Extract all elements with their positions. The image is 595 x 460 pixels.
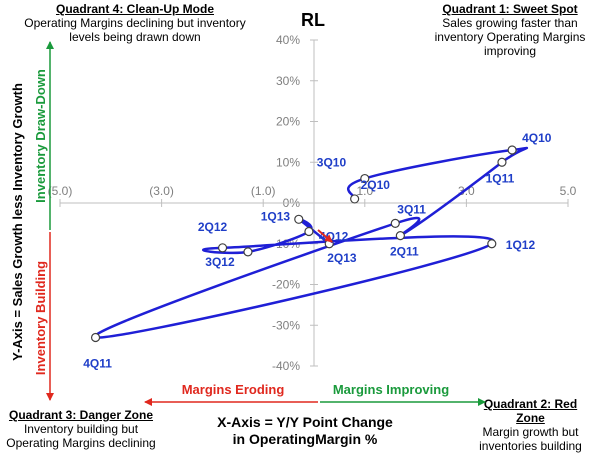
y-tick-label: 30% xyxy=(276,74,300,88)
x-tick-label: 1.0 xyxy=(356,184,373,198)
quadrant-4-title: Quadrant 4: Clean-Up Mode xyxy=(55,2,214,16)
inventory-drawdown-label: Inventory Draw-Down xyxy=(33,69,48,203)
margins-improving-label: Margins Improving xyxy=(333,382,449,397)
x-tick-label: (5.0) xyxy=(48,184,73,198)
latest-point-arrow xyxy=(317,229,333,243)
y-tick-label: 20% xyxy=(276,115,300,129)
data-point-3q11 xyxy=(390,218,400,228)
quadrant-4-block: Quadrant 4: Clean-Up Mode Operating Marg… xyxy=(5,2,265,44)
y-axis-title: Y-Axis = Sales Growth less Inventory Gro… xyxy=(10,83,25,361)
y-tick-label: -40% xyxy=(272,359,300,373)
quadrant-3-block: Quadrant 3: Danger Zone Inventory buildi… xyxy=(2,408,160,450)
data-label-2q12: 2Q12 xyxy=(198,220,228,234)
quadrant-2-title: Quadrant 2: Red Zone xyxy=(483,397,578,425)
quadrant-3-title: Quadrant 3: Danger Zone xyxy=(8,408,154,422)
data-label-3q10: 3Q10 xyxy=(317,156,347,170)
data-label-2q11: 2Q11 xyxy=(390,245,419,259)
x-tick-label: 3.0 xyxy=(458,184,475,198)
y-tick-label: -20% xyxy=(272,278,300,292)
data-point-2q11 xyxy=(395,231,405,241)
x-tick-label: (1.0) xyxy=(251,184,276,198)
data-point-2q12 xyxy=(217,243,228,253)
quadrant-2-desc-line-1: Margin growth but xyxy=(482,425,579,439)
quadrant-3-desc-line-2: Operating Margins declining xyxy=(6,436,156,450)
quadrant-2-desc-line-2: inventories building xyxy=(479,439,582,453)
margins-eroding-label: Margins Eroding xyxy=(182,382,285,397)
data-label-4q10: 4Q10 xyxy=(522,131,552,145)
quadrant-1-desc-line-2: inventory Operating Margins xyxy=(434,30,586,44)
quadrant-4-desc-line-2: levels being drawn down xyxy=(69,30,201,44)
x-tick-label: (3.0) xyxy=(149,184,174,198)
data-label-3q11: 3Q11 xyxy=(397,202,426,216)
data-label-1q11: 1Q11 xyxy=(486,171,515,185)
quadrant-4-desc-line-1: Operating Margins declining but inventor… xyxy=(24,16,246,30)
data-label-2q10: 2Q10 xyxy=(361,178,391,192)
quadrant-3-desc-line-1: Inventory building but xyxy=(23,422,139,436)
y-tick-label: -30% xyxy=(272,318,300,332)
data-label-1q13: 1Q13 xyxy=(261,209,291,223)
quadrant-1-desc-line-3: improving xyxy=(483,44,537,58)
series-line xyxy=(93,146,528,339)
quadrant-1-title: Quadrant 1: Sweet Spot xyxy=(442,2,578,16)
data-point-3q12 xyxy=(243,247,253,257)
inventory-building-label: Inventory Building xyxy=(33,261,48,375)
data-point-1q13 xyxy=(294,214,304,224)
x-axis-title: X-Axis = Y/Y Point Change in OperatingMa… xyxy=(217,414,393,447)
data-label-3q12: 3Q12 xyxy=(205,255,235,269)
data-label-1q12: 1Q12 xyxy=(506,238,536,252)
data-label-4q12: 4Q12 xyxy=(319,230,349,244)
chart-title: RL xyxy=(301,10,325,30)
data-point-3q10 xyxy=(360,173,370,184)
data-point-2q10 xyxy=(350,194,360,204)
data-label-4q11: 4Q11 xyxy=(83,356,112,370)
quadrant-1-desc-line-1: Sales growing faster than xyxy=(442,16,578,30)
data-point-4q11 xyxy=(90,332,101,343)
data-point-4q12 xyxy=(304,226,314,237)
data-point-4q10 xyxy=(507,145,517,155)
y-tick-label: 10% xyxy=(276,155,300,169)
y-tick-label: 40% xyxy=(276,33,300,47)
x-tick-label: 5.0 xyxy=(560,184,577,198)
data-label-2q13: 2Q13 xyxy=(327,251,357,265)
data-point-1q11 xyxy=(497,157,507,167)
quadrant-1-block: Quadrant 1: Sweet Spot Sales growing fas… xyxy=(425,2,595,58)
quadrant-2-block: Quadrant 2: Red Zone Margin growth but i… xyxy=(468,397,593,453)
data-point-1q12 xyxy=(487,239,497,249)
